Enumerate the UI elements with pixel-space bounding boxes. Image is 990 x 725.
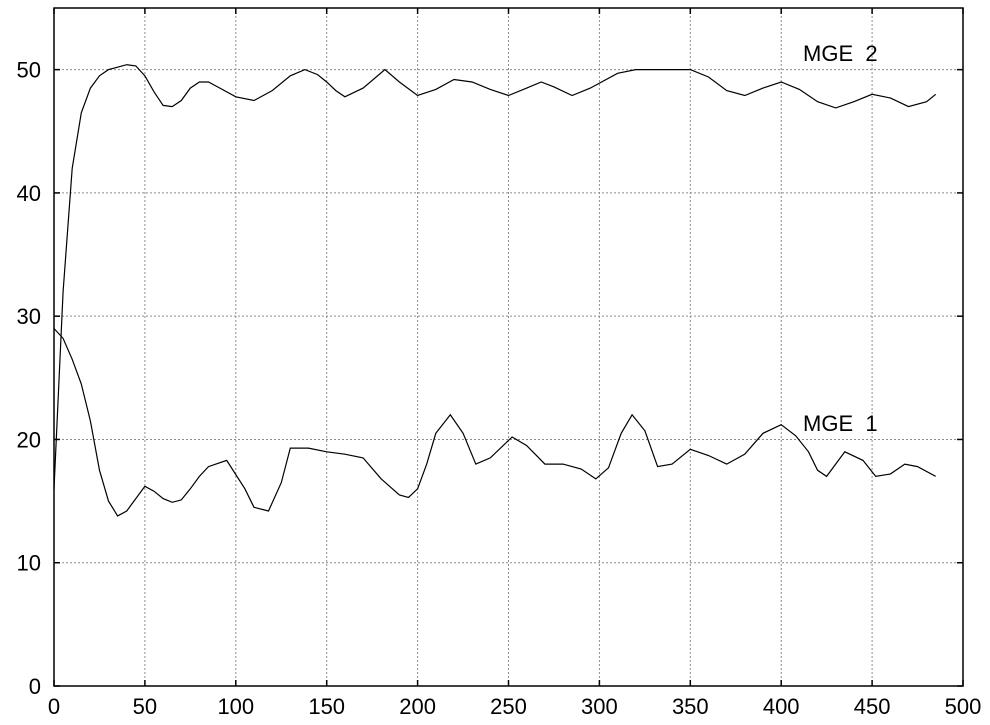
x-tick-label: 0 <box>48 694 60 719</box>
x-axis-tick-labels: 0 50 100 150 200 250 300 350 400 450 500 <box>48 694 981 719</box>
grid-layer <box>54 8 963 686</box>
x-tick-label: 350 <box>672 694 709 719</box>
series-label-mge-2: MGE 2 <box>803 41 878 66</box>
x-tick-label: 150 <box>308 694 345 719</box>
y-tick-label: 0 <box>29 674 41 699</box>
x-tick-label: 100 <box>217 694 254 719</box>
series-line-mge-2 <box>53 64 937 489</box>
x-tick-label: 200 <box>399 694 436 719</box>
series-line-mge-1 <box>53 328 936 517</box>
y-tick-label: 30 <box>17 304 41 329</box>
x-tick-label: 450 <box>854 694 891 719</box>
x-tick-label: 500 <box>945 694 982 719</box>
y-tick-label: 50 <box>17 58 41 83</box>
series-layer <box>53 64 937 517</box>
x-tick-label: 50 <box>133 694 157 719</box>
x-tick-label: 300 <box>581 694 618 719</box>
y-tick-label: 10 <box>17 551 41 576</box>
tickmark-layer <box>53 8 964 687</box>
y-axis-tick-labels: 0 10 20 30 40 50 <box>17 58 41 699</box>
x-tick-label: 250 <box>490 694 527 719</box>
series-labels: MGE 2 MGE 1 <box>803 41 878 436</box>
y-tick-label: 20 <box>17 427 41 452</box>
y-tick-label: 40 <box>17 181 41 206</box>
series-label-mge-1: MGE 1 <box>803 411 878 436</box>
x-tick-label: 400 <box>763 694 800 719</box>
